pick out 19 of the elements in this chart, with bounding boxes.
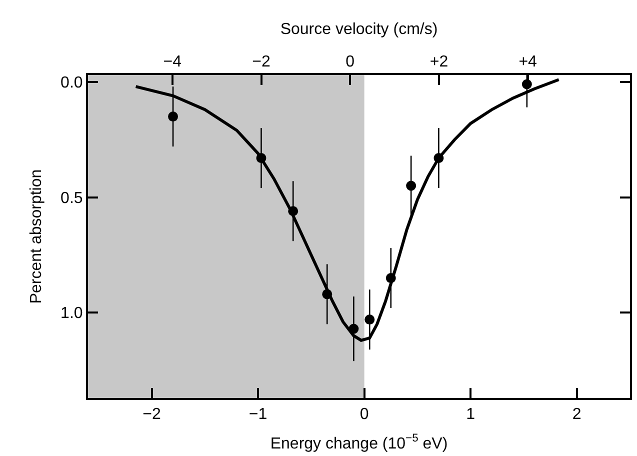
x-tick-label: 0 xyxy=(360,406,369,424)
point xyxy=(406,180,416,191)
x2-axis-title: Source velocity (cm/s) xyxy=(280,21,438,38)
y-tick-label: 1.0 xyxy=(60,305,83,322)
point xyxy=(168,112,178,122)
x-tick-label: −2 xyxy=(142,406,161,424)
x-tick-label: 1 xyxy=(466,406,476,424)
point xyxy=(364,314,375,325)
y-tick-label: 0.0 xyxy=(60,74,83,92)
y-tick-label: 0.5 xyxy=(60,190,83,207)
y-axis-title: Percent absorption xyxy=(28,169,45,304)
x2-tick-label: +4 xyxy=(518,54,538,71)
x2-tick-label: −4 xyxy=(163,54,182,71)
x2-tick-label: +2 xyxy=(430,54,448,71)
x2-tick-label: 0 xyxy=(346,54,355,71)
x-axis-title: Energy change (10$^{−5}$ eV) xyxy=(270,432,448,452)
x2-tick-label: −2 xyxy=(252,54,270,71)
x-tick-label: 2 xyxy=(572,406,582,424)
x-tick-label: −1 xyxy=(248,406,268,424)
